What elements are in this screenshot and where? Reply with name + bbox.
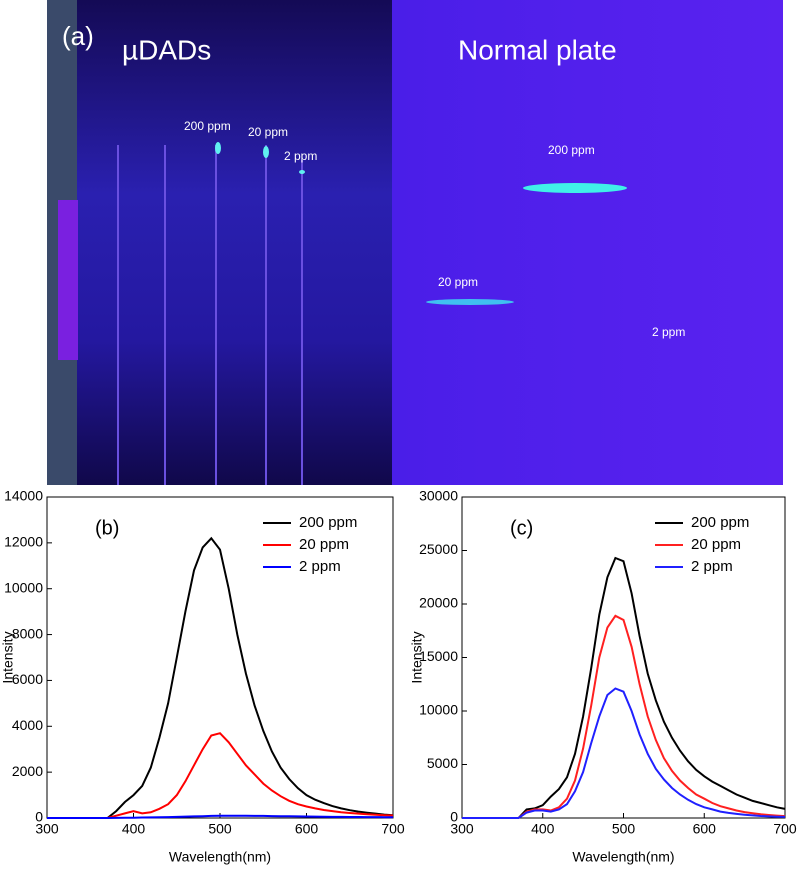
series-line — [47, 732, 394, 819]
legend-label: 200 ppm — [299, 514, 357, 531]
chart: 0 2000 4000 6000 8000 10000 12000 14000 300 400 50… — [0, 488, 405, 865]
y-tick-label: 4000 — [12, 717, 43, 733]
y-tick-label: 15000 — [419, 648, 458, 664]
series-line — [462, 614, 786, 819]
panel-label: (b) — [95, 517, 119, 539]
series-line — [47, 536, 394, 819]
spot — [299, 170, 305, 174]
chart: 0 5000 10000 15000 20000 25000 30000 300 400 500 6… — [409, 488, 797, 865]
spot-label: 200 ppm — [548, 143, 595, 157]
legend-label: 2 ppm — [299, 558, 341, 575]
y-axis-title: Intensity — [409, 631, 425, 683]
panel-label: (c) — [510, 517, 533, 539]
x-tick-label: 300 — [450, 821, 474, 837]
photo-title: Normal plate — [458, 34, 617, 65]
x-tick-label: 700 — [381, 821, 405, 837]
y-tick-label: 14000 — [4, 488, 43, 504]
photo-panel: (a) µDADs Normal plate 200 ppm 20 ppm 2 … — [47, 0, 783, 485]
y-tick-label: 5000 — [427, 755, 458, 771]
legend-label: 20 ppm — [299, 536, 349, 553]
x-axis-title: Wavelength(nm) — [572, 849, 674, 865]
y-tick-label: 10000 — [419, 702, 458, 718]
normal-plate — [392, 0, 783, 485]
y-tick-label: 20000 — [419, 595, 458, 611]
y-tick-label: 10000 — [4, 579, 43, 595]
spot — [426, 299, 514, 305]
y-tick-label: 0 — [450, 809, 458, 825]
x-axis-title: Wavelength(nm) — [169, 849, 271, 865]
series-line — [462, 556, 786, 819]
spot-label: 20 ppm — [438, 275, 478, 289]
series-line — [462, 687, 786, 819]
spot-label: 2 ppm — [652, 325, 685, 339]
y-tick-label: 12000 — [4, 534, 43, 550]
y-tick-label: 0 — [35, 809, 43, 825]
spot — [263, 146, 269, 158]
y-tick-label: 2000 — [12, 763, 43, 779]
x-tick-label: 500 — [612, 821, 636, 837]
x-tick-label: 600 — [693, 821, 717, 837]
spot — [523, 183, 627, 193]
y-axis-title: Intensity — [0, 631, 16, 683]
x-tick-label: 500 — [208, 821, 232, 837]
x-tick-label: 600 — [295, 821, 319, 837]
y-tick-label: 25000 — [419, 541, 458, 557]
legend-label: 200 ppm — [691, 514, 749, 531]
legend-label: 2 ppm — [691, 558, 733, 575]
y-tick-label: 30000 — [419, 488, 458, 504]
photo-strip — [58, 200, 78, 360]
panel-label: (a) — [62, 21, 94, 51]
photo-title: µDADs — [122, 34, 211, 65]
x-tick-label: 700 — [773, 821, 797, 837]
spot-label: 20 ppm — [248, 125, 288, 139]
x-tick-label: 400 — [531, 821, 555, 837]
spot-label: 200 ppm — [184, 119, 231, 133]
spot-label: 2 ppm — [284, 149, 317, 163]
x-tick-label: 300 — [35, 821, 59, 837]
y-tick-label: 8000 — [12, 625, 43, 641]
series-line — [47, 814, 393, 819]
x-tick-label: 400 — [122, 821, 146, 837]
spot — [215, 142, 221, 154]
legend-label: 20 ppm — [691, 536, 741, 553]
y-tick-label: 6000 — [12, 671, 43, 687]
